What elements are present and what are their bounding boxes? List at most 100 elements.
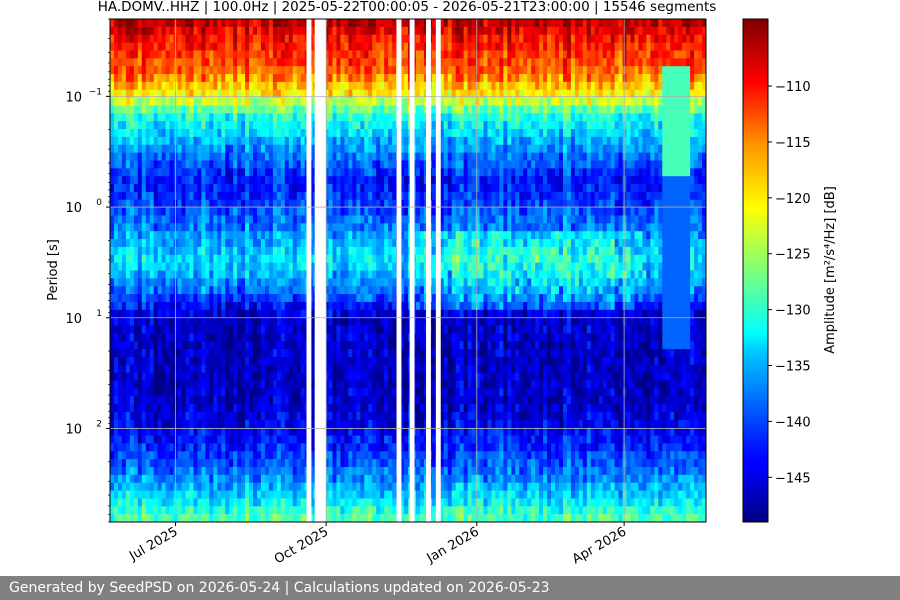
heatmap-cell bbox=[400, 443, 405, 452]
heatmap-cell bbox=[280, 42, 286, 52]
heatmap-cell bbox=[201, 514, 206, 522]
heatmap-cell bbox=[169, 427, 175, 437]
heatmap-cell bbox=[404, 317, 409, 327]
heatmap-cell bbox=[376, 466, 381, 476]
heatmap-cell bbox=[137, 514, 143, 522]
heatmap-cell bbox=[260, 490, 266, 500]
heatmap-cell bbox=[376, 278, 381, 287]
heatmap-cell bbox=[257, 317, 262, 327]
heatmap-cell bbox=[272, 207, 278, 217]
heatmap-cell bbox=[388, 427, 393, 437]
heatmap-cell bbox=[133, 239, 139, 248]
heatmap-cell bbox=[205, 191, 210, 201]
heatmap-cell bbox=[360, 168, 365, 177]
heatmap-cell bbox=[372, 341, 377, 350]
heatmap-cell bbox=[300, 254, 306, 264]
heatmap-cell bbox=[360, 184, 365, 193]
heatmap-cell bbox=[384, 466, 389, 476]
heatmap-cell bbox=[110, 215, 115, 224]
heatmap-cell bbox=[364, 498, 369, 507]
heatmap-cell bbox=[348, 435, 353, 445]
heatmap-cell bbox=[165, 168, 171, 177]
heatmap-cell bbox=[384, 184, 389, 193]
heatmap-cell bbox=[237, 325, 242, 334]
heatmap-cell bbox=[288, 19, 294, 28]
heatmap-cell bbox=[141, 349, 147, 358]
heatmap-cell bbox=[217, 42, 222, 52]
heatmap-cell bbox=[280, 121, 286, 130]
heatmap-cell bbox=[157, 278, 163, 287]
heatmap-cell bbox=[149, 42, 155, 52]
heatmap-cell bbox=[284, 246, 290, 256]
heatmap-cell bbox=[110, 136, 115, 146]
heatmap-cell bbox=[225, 451, 230, 460]
heatmap-cell bbox=[229, 404, 234, 413]
heatmap-cell bbox=[213, 121, 218, 130]
heatmap-cell bbox=[368, 239, 373, 248]
heatmap-cell bbox=[149, 443, 155, 452]
heatmap-cell bbox=[276, 459, 282, 468]
heatmap-cell bbox=[213, 349, 218, 358]
heatmap-cell bbox=[404, 254, 409, 264]
heatmap-cell bbox=[241, 419, 246, 429]
heatmap-cell bbox=[352, 207, 357, 217]
heatmap-cell bbox=[149, 239, 155, 248]
heatmap-cell bbox=[392, 136, 397, 146]
heatmap-cell bbox=[264, 26, 270, 36]
heatmap-cell bbox=[189, 325, 195, 334]
heatmap-cell bbox=[388, 270, 393, 279]
heatmap-cell bbox=[245, 184, 250, 193]
heatmap-cell bbox=[288, 191, 294, 201]
heatmap-cell bbox=[241, 411, 246, 421]
heatmap-cell bbox=[392, 215, 397, 224]
heatmap-cell bbox=[328, 435, 334, 445]
heatmap-cell bbox=[233, 81, 238, 91]
heatmap-cell bbox=[205, 136, 210, 146]
heatmap-cell bbox=[344, 207, 349, 217]
heatmap-cell bbox=[177, 482, 183, 492]
heatmap-cell bbox=[257, 129, 262, 138]
heatmap-cell bbox=[296, 372, 302, 382]
heatmap-cell bbox=[125, 160, 131, 169]
heatmap-cell bbox=[268, 136, 274, 146]
heatmap-cell bbox=[141, 144, 147, 154]
heatmap-cell bbox=[181, 191, 187, 201]
heatmap-cell bbox=[348, 427, 353, 437]
heatmap-cell bbox=[201, 349, 206, 358]
heatmap-cell bbox=[296, 223, 302, 232]
heatmap-cell bbox=[177, 459, 183, 468]
heatmap-cell bbox=[332, 506, 338, 515]
heatmap-cell bbox=[360, 380, 365, 389]
heatmap-cell bbox=[364, 199, 369, 209]
heatmap-cell bbox=[221, 121, 226, 130]
heatmap-cell bbox=[213, 333, 218, 342]
heatmap-cell bbox=[280, 223, 286, 232]
heatmap-cell bbox=[288, 81, 294, 91]
heatmap-cell bbox=[217, 168, 222, 177]
heatmap-cell bbox=[141, 74, 147, 83]
heatmap-cell bbox=[110, 89, 115, 99]
heatmap-cell bbox=[229, 451, 234, 460]
heatmap-cell bbox=[328, 372, 334, 382]
heatmap-cell bbox=[225, 34, 230, 44]
heatmap-cell bbox=[153, 309, 159, 319]
heatmap-cell bbox=[360, 451, 365, 460]
heatmap-cell bbox=[356, 129, 361, 138]
heatmap-cell bbox=[296, 451, 302, 460]
heatmap-cell bbox=[360, 349, 365, 358]
heatmap-cell bbox=[117, 89, 123, 99]
heatmap-cell bbox=[364, 459, 369, 468]
heatmap-cell bbox=[264, 58, 270, 67]
heatmap-cell bbox=[193, 341, 199, 350]
heatmap-cell bbox=[153, 372, 159, 382]
heatmap-cell bbox=[117, 490, 123, 500]
heatmap-cell bbox=[300, 34, 306, 44]
heatmap-cell bbox=[376, 231, 381, 240]
heatmap-cell bbox=[415, 129, 421, 138]
heatmap-cell bbox=[205, 333, 210, 342]
heatmap-cell bbox=[272, 50, 278, 59]
heatmap-cell bbox=[276, 388, 282, 397]
heatmap-cell bbox=[404, 411, 409, 421]
heatmap-cell bbox=[125, 309, 131, 319]
heatmap-cell bbox=[137, 42, 143, 52]
